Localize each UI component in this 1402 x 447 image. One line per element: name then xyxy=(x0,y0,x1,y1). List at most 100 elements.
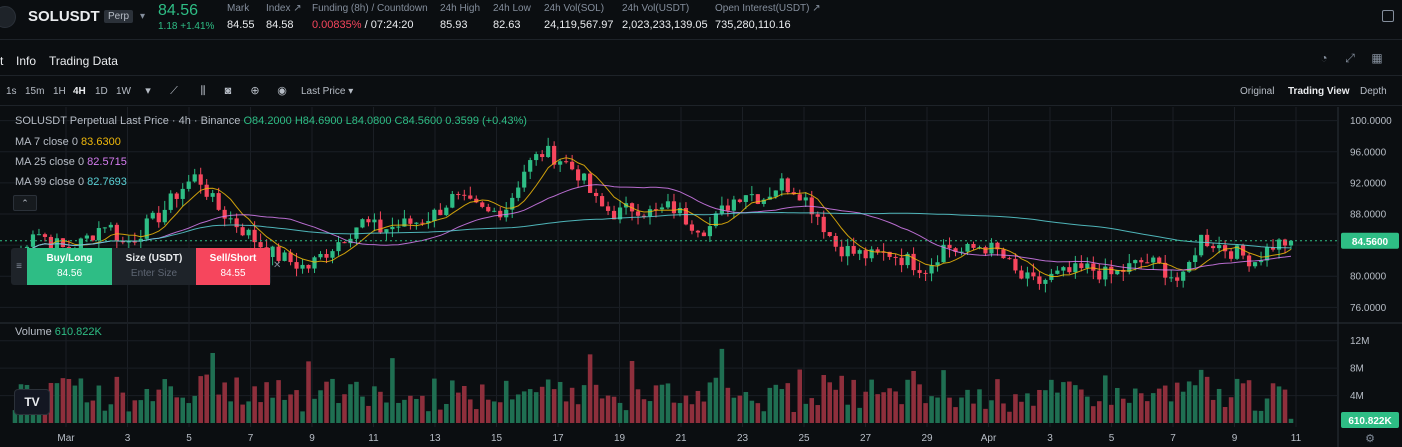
bell-icon[interactable]: ◔ xyxy=(1320,51,1328,65)
volume-legend[interactable]: Volume 610.822K xyxy=(15,326,102,338)
tab-info[interactable]: Info xyxy=(16,54,37,68)
close-icon[interactable]: ✕ xyxy=(273,260,282,271)
timeframe-1w[interactable]: 1W xyxy=(116,86,131,97)
price-change: 1.18 +1.41% xyxy=(158,21,215,32)
expand-icon[interactable]: ⤢ xyxy=(1345,51,1355,65)
volume-bar xyxy=(420,395,425,423)
candle-body xyxy=(486,206,491,212)
chevron-down-icon[interactable]: ▾ xyxy=(140,11,146,22)
candle-body xyxy=(210,193,215,197)
view-depth[interactable]: Depth xyxy=(1360,86,1387,97)
collapse-legend-button[interactable]: ⌃ xyxy=(13,195,37,211)
volume-bar xyxy=(1150,393,1156,423)
candle-body xyxy=(336,242,341,252)
ma25-legend[interactable]: MA 25 close 0 82.5715 xyxy=(15,156,127,168)
candle-body xyxy=(36,234,42,236)
buy-long-button[interactable]: Buy/Long 84.56 xyxy=(27,248,112,285)
tab-chart[interactable]: t xyxy=(0,54,4,68)
volume-bar xyxy=(749,400,755,423)
candlestick-chart[interactable]: Mar 3 5 7 9 11 13 15 17 19 21 23 25 27 29 Apr 3 5 7 9 11 100.… xyxy=(0,107,1402,447)
view-original[interactable]: Original xyxy=(1240,86,1275,97)
price-tick-label: 92.0000 xyxy=(1350,178,1387,189)
timeframe-1s[interactable]: 1s xyxy=(6,86,17,97)
candle-body xyxy=(689,224,695,231)
volume-bar xyxy=(857,407,862,423)
timeframe-15m[interactable]: 15m xyxy=(25,86,45,97)
tab-trading-data[interactable]: Trading Data xyxy=(49,54,118,68)
ma7-legend[interactable]: MA 7 close 0 83.6300 xyxy=(15,136,121,148)
more-timeframes-icon[interactable]: ▾ xyxy=(145,85,151,97)
timeframe-4h[interactable]: 4H xyxy=(73,86,86,97)
last-price-label: 84.5600 xyxy=(1352,237,1389,248)
window-icon[interactable] xyxy=(1382,10,1394,22)
volume-bar xyxy=(1013,394,1018,423)
volume-bar xyxy=(276,380,281,423)
candle-body xyxy=(126,241,131,243)
volume-bar xyxy=(204,374,209,423)
timeframe-1d[interactable]: 1D xyxy=(95,86,108,97)
timeframe-1h[interactable]: 1H xyxy=(53,86,66,97)
candle-body xyxy=(1217,245,1222,249)
x-tick-label: 5 xyxy=(186,433,192,444)
candle-body xyxy=(1270,247,1276,250)
candle-body xyxy=(552,145,557,165)
volume-bar xyxy=(833,389,838,423)
candle-body xyxy=(617,207,623,220)
ma99-legend[interactable]: MA 99 close 0 82.7693 xyxy=(15,176,127,188)
drag-handle-icon[interactable]: ≡ xyxy=(16,261,22,272)
last-volume-label: 610.822K xyxy=(1348,416,1392,427)
volume-bar xyxy=(773,384,779,423)
stat-index[interactable]: Index ↗ 84.58 xyxy=(266,3,302,31)
volume-bar xyxy=(102,410,108,423)
size-input[interactable]: Size (USDT) Enter Size xyxy=(112,248,196,285)
volume-bar xyxy=(1276,386,1282,423)
candle-body xyxy=(390,226,395,230)
ma99-line xyxy=(14,211,1292,262)
camera-icon[interactable]: ◙ xyxy=(224,85,232,97)
candle-body xyxy=(342,242,347,244)
symbol-name[interactable]: SOLUSDT xyxy=(28,8,100,25)
grid-layout-icon[interactable]: ▦ xyxy=(1371,51,1383,65)
candle-body xyxy=(857,250,862,254)
candle-body xyxy=(1019,270,1024,279)
candle-body xyxy=(1025,272,1030,279)
candle-body xyxy=(1276,239,1282,250)
volume-bar xyxy=(222,382,227,423)
candle-body xyxy=(995,242,1000,250)
candle-type-icon[interactable]: ⫼ xyxy=(200,85,206,97)
candle-body xyxy=(959,251,964,253)
candle-body xyxy=(1055,270,1060,274)
price-type-select[interactable]: Last Price ▾ xyxy=(301,86,354,97)
tradingview-logo[interactable]: TV xyxy=(14,389,50,415)
volume-bar xyxy=(515,394,521,423)
candle-body xyxy=(1133,260,1138,264)
volume-bar xyxy=(216,394,221,423)
volume-bar xyxy=(821,375,827,423)
candle-body xyxy=(1079,263,1084,269)
candle-body xyxy=(474,198,479,203)
add-indicator-icon[interactable]: ⊕ xyxy=(250,85,260,97)
volume-bar xyxy=(665,383,671,423)
stat-open-interest[interactable]: Open Interest(USDT) ↗ 735,280,110.16 xyxy=(715,3,821,31)
candle-body xyxy=(60,238,66,248)
candle-body xyxy=(114,224,119,242)
candle-body xyxy=(480,202,485,207)
sell-short-button[interactable]: Sell/Short 84.55 xyxy=(196,248,270,285)
ma25-value: 82.5715 xyxy=(87,156,127,168)
settings-icon[interactable]: ◉ xyxy=(277,85,287,97)
stat-low: 24h Low 82.63 xyxy=(493,3,531,31)
candle-body xyxy=(1007,258,1012,260)
candle-body xyxy=(905,253,910,266)
volume-tick-label: 8M xyxy=(1350,364,1364,375)
candle-body xyxy=(240,227,245,236)
candle-body xyxy=(983,247,988,254)
indicator-icon[interactable]: ⟋ xyxy=(170,85,178,97)
view-trading-view[interactable]: Trading View xyxy=(1288,86,1350,97)
volume-bar xyxy=(563,401,569,423)
candle-body xyxy=(84,235,89,239)
chart-area[interactable]: Mar 3 5 7 9 11 13 15 17 19 21 23 25 27 29 Apr 3 5 7 9 11 100.… xyxy=(0,107,1402,447)
candle-body xyxy=(462,194,467,196)
candle-body xyxy=(222,209,227,219)
volume-bar xyxy=(180,397,186,423)
candle-body xyxy=(785,178,790,193)
